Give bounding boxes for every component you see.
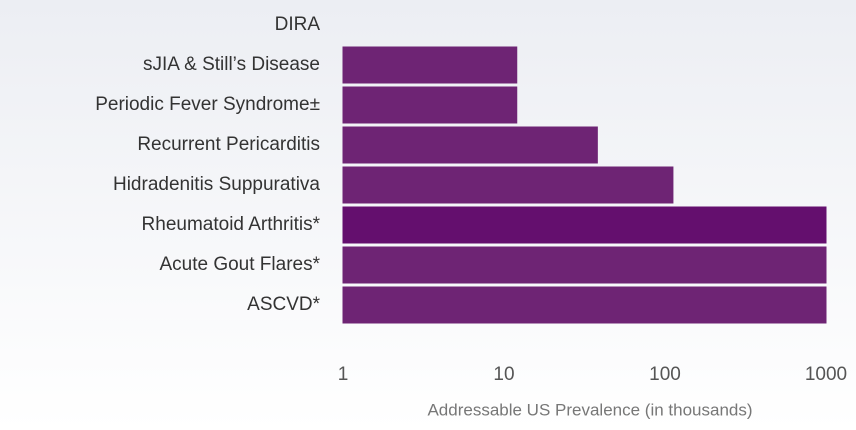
bar: [342, 286, 827, 324]
category-label: sJIA & Still’s Disease: [143, 54, 320, 75]
category-label: Periodic Fever Syndrome±: [95, 94, 320, 115]
category-label: Acute Gout Flares*: [159, 254, 320, 275]
bar: [342, 126, 598, 164]
x-tick-label: 100: [649, 364, 681, 385]
category-label: Recurrent Pericarditis: [137, 134, 320, 155]
category-label: Hidradenitis Suppurativa: [113, 174, 320, 195]
bar: [342, 206, 827, 244]
bar: [342, 86, 518, 124]
x-axis-label: Addressable US Prevalence (in thousands): [427, 400, 752, 419]
category-label: DIRA: [275, 14, 321, 35]
x-tick-label: 10: [493, 364, 514, 385]
category-label: ASCVD*: [247, 294, 320, 315]
bar: [342, 46, 518, 84]
bar: [342, 166, 674, 204]
x-tick-label: 1: [338, 364, 349, 385]
x-tick-label: 1000: [805, 364, 847, 385]
bar: [342, 246, 827, 284]
category-label: Rheumatoid Arthritis*: [142, 214, 321, 235]
